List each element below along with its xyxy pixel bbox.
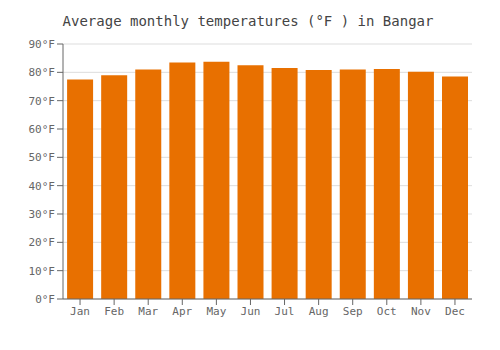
svg-text:80°F: 80°F [29, 66, 56, 79]
svg-text:10°F: 10°F [29, 265, 56, 278]
svg-text:Sep: Sep [343, 305, 363, 318]
svg-text:50°F: 50°F [29, 151, 56, 164]
svg-text:Feb: Feb [104, 305, 124, 318]
svg-text:May: May [206, 305, 226, 318]
svg-text:Jan: Jan [70, 305, 90, 318]
svg-text:90°F: 90°F [29, 38, 56, 51]
svg-text:0°F: 0°F [35, 293, 55, 306]
svg-text:Apr: Apr [172, 305, 192, 318]
svg-text:Jun: Jun [241, 305, 261, 318]
svg-text:Dec: Dec [445, 305, 465, 318]
svg-text:Mar: Mar [138, 305, 158, 318]
svg-text:Jul: Jul [275, 305, 295, 318]
svg-text:30°F: 30°F [29, 208, 56, 221]
svg-text:20°F: 20°F [29, 236, 56, 249]
svg-text:40°F: 40°F [29, 180, 56, 193]
svg-text:Oct: Oct [377, 305, 397, 318]
svg-text:60°F: 60°F [29, 123, 56, 136]
svg-text:70°F: 70°F [29, 95, 56, 108]
svg-text:Aug: Aug [309, 305, 329, 318]
html-text:Average monthly temperatures (: Average monthly temperatures (°F ) in Ba… [62, 13, 434, 29]
svg-text:Nov: Nov [411, 305, 431, 318]
